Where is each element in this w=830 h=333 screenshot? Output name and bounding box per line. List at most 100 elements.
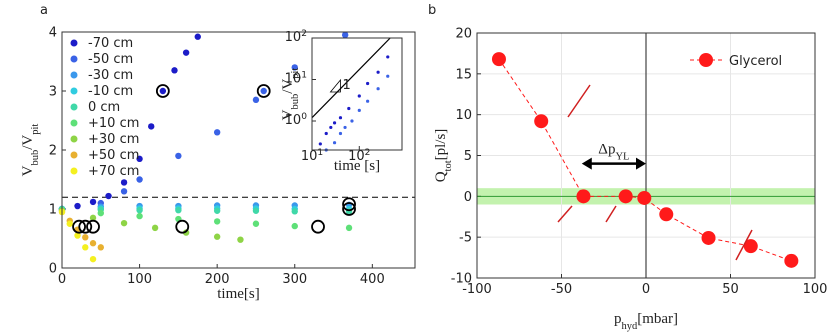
y-tick-label: 0 [49, 262, 57, 277]
data-point [82, 244, 89, 251]
data-point [159, 87, 167, 95]
legend-label: +70 cm [88, 164, 139, 179]
data-point [136, 212, 143, 220]
legend-marker [70, 39, 78, 47]
annotation-label-part: Δp [598, 142, 615, 158]
legend-label: +30 cm [88, 132, 139, 147]
data-point [82, 234, 89, 241]
legend-label: 0 cm [88, 100, 120, 115]
y-axis-label-part: pit [290, 68, 301, 79]
data-point [637, 190, 652, 205]
y-axis-label-part: [pl/s] [433, 129, 449, 161]
data-point [347, 106, 351, 111]
legend-marker [70, 151, 78, 159]
legend-label: Glycerol [729, 54, 782, 69]
data-point [324, 131, 328, 136]
y-tick-label: 2 [49, 144, 57, 159]
data-point [120, 179, 128, 186]
data-point [213, 218, 221, 225]
data-point [213, 207, 221, 214]
y-axis-label-part: V [280, 109, 296, 120]
y-tick-label: -10 [451, 272, 472, 287]
data-point [151, 224, 159, 232]
data-point [345, 224, 353, 232]
y-axis-label: Vbub/Vpit [280, 68, 301, 121]
x-tick-label: 50 [722, 282, 739, 297]
legend-label: +10 cm [88, 116, 139, 131]
x-tick-label: 102 [348, 148, 370, 164]
data-point [332, 141, 337, 145]
y-axis-label-part: tot [443, 160, 454, 171]
data-point [182, 229, 190, 236]
x-tick-label: 300 [282, 272, 307, 287]
slope-triangle [329, 78, 341, 93]
x-tick-label: 200 [205, 272, 230, 287]
y-axis-label-part: /V [20, 135, 36, 150]
data-point [318, 142, 322, 146]
data-point [357, 94, 361, 98]
annotation-label-part: YL [615, 151, 629, 162]
legend-marker [70, 135, 78, 143]
y-tick-label: 0 [464, 190, 472, 205]
data-point [194, 33, 201, 40]
y-tick-label: -5 [459, 231, 472, 246]
y-axis-label: Vbub/Vpit [20, 124, 41, 177]
data-point [97, 244, 104, 251]
data-point [376, 70, 380, 74]
data-point [743, 239, 758, 254]
x-axis-label: time [s] [334, 158, 380, 174]
data-point [618, 189, 633, 204]
data-point [343, 125, 347, 130]
y-axis-label-part: V [20, 165, 36, 176]
x-tick-label-sup: 2 [365, 148, 371, 158]
data-point [213, 233, 221, 240]
highlight-circle [72, 219, 86, 234]
legend-label: -70 cm [88, 36, 133, 51]
data-point [784, 253, 799, 268]
data-point [491, 52, 506, 67]
data-point [338, 116, 343, 120]
x-tick-label-sup: 1 [317, 148, 323, 158]
data-point [357, 108, 361, 113]
data-point [252, 207, 260, 214]
x-axis-label: phyd[mbar] [614, 311, 678, 332]
y-tick-label: 3 [49, 85, 57, 100]
data-point [182, 49, 190, 56]
data-point [376, 87, 380, 91]
x-tick-label: 101 [301, 148, 323, 164]
data-point [89, 240, 97, 247]
data-point [366, 99, 370, 103]
legend-marker [70, 71, 78, 79]
y-tick-label: 10 [455, 108, 472, 123]
y-tick-label: 15 [455, 67, 472, 82]
data-point [350, 119, 354, 123]
y-tick-label: 20 [455, 27, 472, 42]
y-tick-label: 4 [49, 26, 57, 41]
data-point [386, 74, 390, 78]
data-point [97, 209, 104, 217]
y-tick-label-sup: 0 [301, 112, 307, 122]
highlight-circle [311, 219, 325, 234]
legend-marker [70, 119, 78, 127]
y-tick-label-sup: 1 [301, 70, 307, 80]
y-axis-label-part: Q [433, 171, 449, 182]
highlight-circle [256, 84, 271, 98]
annotation-label: ΔpYL [598, 142, 629, 163]
y-axis-label-part: pit [30, 124, 41, 135]
data-point [74, 232, 81, 239]
legend-marker [70, 55, 78, 63]
x-tick-label-base: 10 [348, 149, 365, 164]
highlight-circle [342, 202, 356, 216]
data-point [291, 64, 298, 71]
data-point [136, 206, 143, 214]
highlight-circle [155, 84, 170, 98]
data-point [171, 67, 178, 74]
x-tick-label: -50 [551, 282, 572, 297]
y-tick-label: 5 [464, 149, 472, 164]
data-point [329, 125, 333, 130]
data-point [213, 129, 221, 136]
pointer-arrow [557, 205, 573, 223]
pointer-arrow [605, 205, 617, 223]
panel-label: a [40, 3, 48, 18]
